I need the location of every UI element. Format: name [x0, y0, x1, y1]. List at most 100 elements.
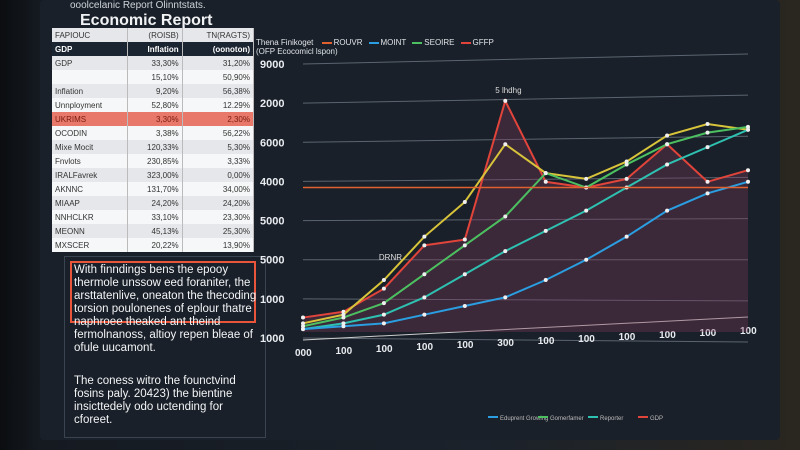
data-point — [705, 130, 710, 135]
data-point — [381, 286, 386, 291]
table-row: OCODIN 3,38% 56,22% — [52, 126, 255, 140]
x-tick-label: 100 — [659, 330, 676, 341]
data-point — [543, 179, 548, 184]
data-point — [665, 162, 670, 167]
data-point — [746, 168, 750, 173]
table-cell: 323,00% — [127, 168, 183, 182]
gridline — [302, 337, 749, 343]
table-row: NNHCLKR 33,10% 23,30% — [52, 210, 255, 224]
x-tick-label: 100 — [619, 332, 636, 343]
series-line — [302, 180, 749, 331]
table-cell: Unnployment — [52, 98, 129, 112]
table-cell: 33,30% — [127, 56, 183, 70]
table-cell: 23,30% — [182, 210, 255, 224]
y-tick-label: 5000 — [260, 255, 284, 267]
gridline — [302, 53, 749, 65]
data-point — [503, 142, 508, 147]
table-header: FAPIOUC (ROISB) TN(RAGTS) — [52, 28, 255, 42]
legend-item: SEOIRE — [412, 38, 455, 47]
y-tick-label: 9000 — [260, 59, 284, 71]
data-point — [422, 234, 427, 239]
data-point — [705, 122, 710, 126]
series-line — [302, 128, 749, 331]
legend-item: GFFP — [460, 38, 494, 47]
table-cell: FAPIOUC — [52, 28, 129, 42]
table-row: GDP 33,30% 31,20% — [52, 56, 255, 70]
data-point — [543, 171, 548, 176]
table-cell: Inflation — [127, 42, 183, 56]
table-cell: 12.29% — [182, 98, 255, 112]
table-cell: TN(RAGTS) — [182, 28, 255, 42]
table-cell: 15,10% — [127, 70, 183, 84]
table-cell: 24,20% — [182, 196, 255, 210]
data-point — [341, 321, 346, 326]
table-cell: 3,33% — [182, 154, 255, 168]
series-line — [302, 122, 749, 325]
table-cell: OCODIN — [52, 126, 129, 140]
data-point — [381, 278, 386, 282]
data-point — [624, 234, 629, 239]
data-point — [341, 312, 346, 317]
data-point — [503, 295, 508, 300]
table-cell: GDP — [52, 56, 129, 70]
data-point — [381, 321, 386, 326]
data-point — [665, 208, 670, 213]
x-axis — [302, 316, 749, 341]
data-point — [624, 159, 629, 164]
data-point — [462, 237, 467, 242]
data-point — [503, 214, 508, 219]
table-subheader: GDP Inflation (oonoton) — [52, 42, 255, 56]
legend-item: MOINT — [368, 38, 406, 47]
table-cell — [52, 70, 129, 84]
window-topbar: ooolcelanic Report Olinntstats. — [70, 0, 206, 11]
data-point — [543, 228, 548, 233]
table-cell: MIAAP — [52, 196, 129, 210]
x-tick-label: 100 — [376, 344, 393, 355]
data-point — [705, 191, 710, 196]
table-cell: 5,30% — [182, 140, 255, 154]
table-cell: IRALFavrek — [52, 168, 129, 182]
data-point — [301, 327, 305, 332]
table-cell: 13,90% — [182, 238, 255, 252]
bottom-legend-label: Reporter — [600, 416, 623, 422]
data-point — [422, 243, 427, 248]
data-point — [462, 272, 467, 277]
data-point — [746, 127, 750, 132]
table-row: Fnvlots 230,85% 3,33% — [52, 154, 255, 168]
data-point — [301, 315, 305, 320]
data-point — [422, 312, 427, 317]
data-point — [746, 124, 750, 129]
table-cell: 2,30% — [182, 112, 255, 126]
data-point — [584, 208, 589, 213]
table-cell: 33,10% — [127, 210, 183, 224]
table-row: Inflation 9,20% 56,38% — [52, 84, 255, 98]
table-cell: (oonoton) — [182, 42, 255, 56]
gridline — [302, 176, 749, 182]
table-cell: 50,90% — [182, 70, 255, 84]
table-row: IRALFavrek 323,00% 0,00% — [52, 168, 255, 182]
table-row: UKRIMS 3,30% 2,30% — [52, 112, 255, 126]
series-line — [302, 98, 749, 319]
legend-swatch — [460, 41, 471, 44]
annotation: DRNR — [379, 253, 402, 262]
legend-label: SEOIRE — [424, 38, 455, 47]
data-point — [341, 315, 346, 320]
table-row: AKNNC 131,70% 34,00% — [52, 182, 255, 196]
data-point — [665, 133, 670, 138]
legend-label: GFFP — [472, 38, 494, 47]
gridline — [302, 94, 749, 104]
page-title: Economic Report — [80, 12, 213, 29]
table-cell: 31,20% — [182, 56, 255, 70]
x-tick-label: 100 — [538, 336, 555, 347]
table-cell: 52,80% — [127, 98, 183, 112]
table-row: 15,10% 50,90% — [52, 70, 255, 84]
data-point — [624, 162, 629, 167]
table-cell: MEONN — [52, 224, 129, 238]
table-cell: Fnvlots — [52, 154, 129, 168]
data-point — [422, 272, 427, 277]
line-chart: 9000 2000 6000 4000 5000 5000 1000 1000 000 100 10… — [260, 53, 757, 422]
data-point — [422, 295, 427, 300]
gridline — [302, 298, 749, 302]
table-row: MEONN 45,13% 25,30% — [52, 224, 255, 238]
table-cell: UKRIMS — [52, 112, 129, 126]
